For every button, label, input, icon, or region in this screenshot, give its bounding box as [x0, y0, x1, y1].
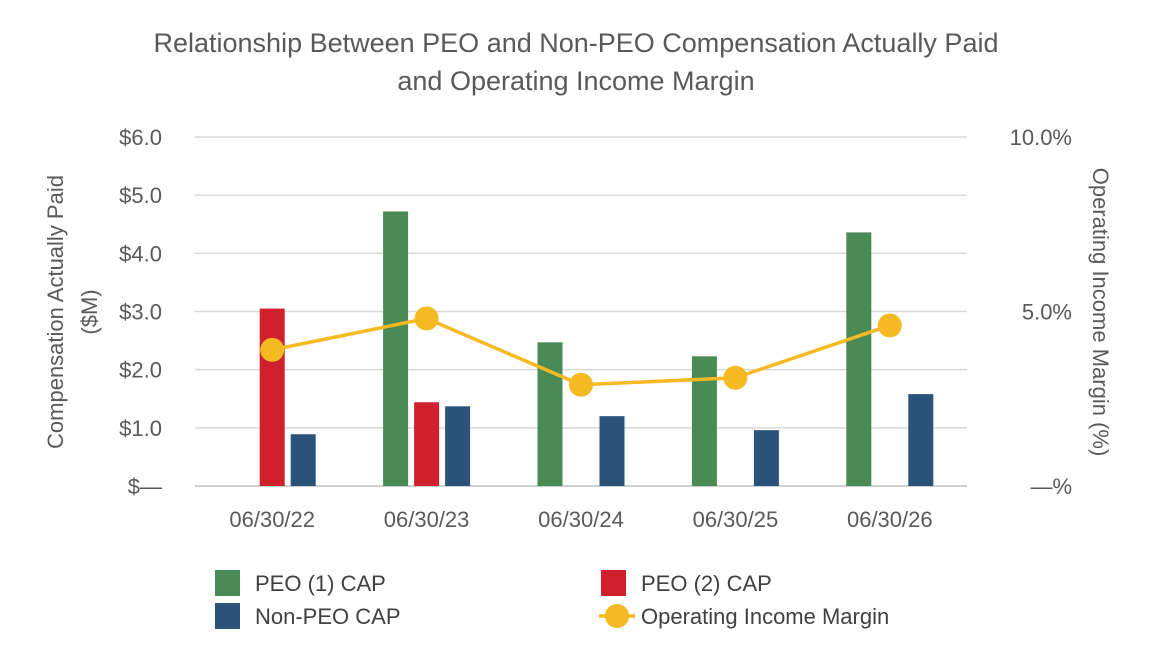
legend-swatch-marker — [605, 604, 629, 628]
legend-label: PEO (1) CAP — [255, 571, 386, 596]
bar — [599, 416, 625, 486]
left-tick-label: $4.0 — [119, 241, 162, 266]
x-tick-label: 06/30/24 — [538, 507, 624, 532]
margin-point — [877, 313, 902, 338]
right-axis-ticks: —% 5.0% 10.0% — [1010, 125, 1072, 499]
left-tick-label: $3.0 — [119, 300, 162, 325]
bar — [846, 232, 872, 486]
x-tick-label: 06/30/26 — [847, 507, 933, 532]
bar — [383, 211, 409, 486]
bar — [537, 342, 563, 486]
bar — [290, 434, 316, 486]
legend-label: Operating Income Margin — [641, 604, 889, 629]
left-tick-label: $6.0 — [119, 125, 162, 150]
bars — [259, 211, 934, 486]
right-tick-label: —% — [1030, 474, 1072, 499]
left-tick-label: $2.0 — [119, 358, 162, 383]
margin-point — [569, 372, 593, 397]
left-axis-unit: ($M) — [77, 289, 102, 334]
margin-point — [260, 337, 285, 362]
legend-label: Non-PEO CAP — [255, 604, 401, 629]
legend-label: PEO (2) CAP — [641, 571, 772, 596]
bar — [691, 356, 717, 486]
legend: PEO (1) CAP PEO (2) CAP Non-PEO CAP Operati… — [215, 570, 889, 629]
bar — [445, 406, 471, 486]
right-tick-label: 5.0% — [1022, 300, 1072, 325]
gridlines — [195, 136, 967, 487]
left-tick-label: $1.0 — [119, 416, 162, 441]
bar — [908, 394, 934, 486]
legend-swatch — [601, 570, 626, 596]
right-axis-title: Operating Income Margin (%) — [1088, 168, 1113, 457]
x-tick-label: 06/30/23 — [384, 507, 470, 532]
left-axis-ticks: $— $1.0 $2.0 $3.0 $4.0 $5.0 $6.0 — [119, 125, 162, 499]
bar — [259, 308, 285, 486]
bar — [414, 402, 440, 486]
legend-swatch — [215, 603, 240, 629]
chart-title: Relationship Between PEO and Non-PEO Com… — [154, 28, 999, 58]
margin-line-series — [260, 306, 902, 397]
left-tick-label: $5.0 — [119, 183, 162, 208]
margin-point — [723, 365, 748, 390]
left-tick-label: $— — [128, 474, 162, 499]
margin-point — [414, 306, 439, 331]
x-tick-label: 06/30/22 — [229, 507, 315, 532]
x-tick-label: 06/30/25 — [693, 507, 779, 532]
legend-swatch — [215, 570, 240, 596]
bar — [753, 430, 779, 486]
chart-subtitle: and Operating Income Margin — [397, 66, 754, 96]
left-axis-title: Compensation Actually Paid — [43, 175, 68, 449]
x-axis-ticks: 06/30/22 06/30/23 06/30/24 06/30/25 06/30/26 — [229, 507, 932, 532]
right-tick-label: 10.0% — [1010, 125, 1072, 150]
